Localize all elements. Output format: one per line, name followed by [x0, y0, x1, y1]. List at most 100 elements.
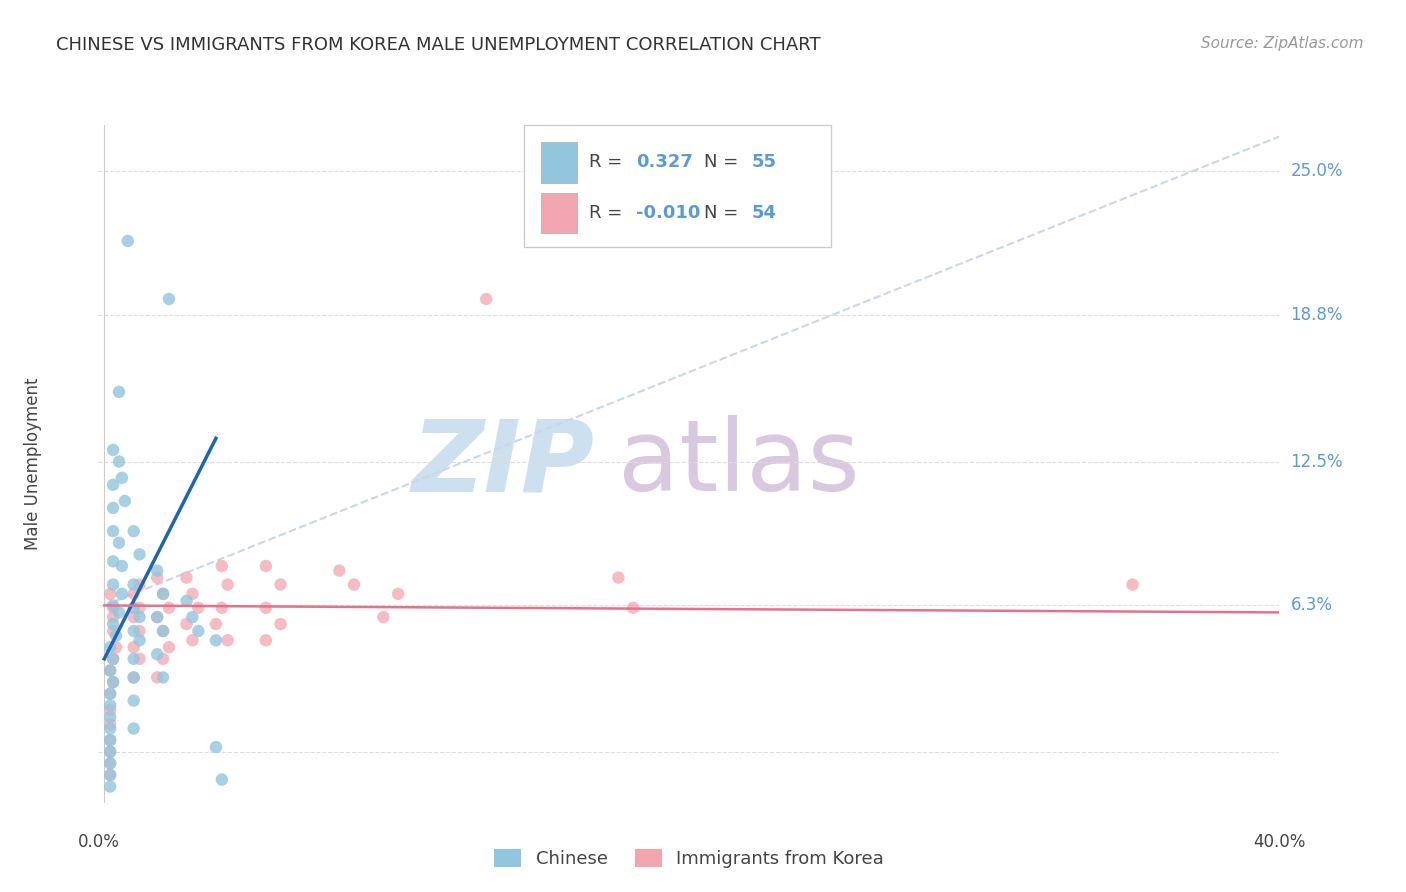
- Point: [205, 617, 228, 632]
- Point: [101, 675, 124, 690]
- Point: [152, 587, 174, 601]
- Point: [98, 756, 121, 771]
- Point: [128, 577, 150, 591]
- Point: [108, 535, 131, 549]
- Point: [607, 571, 630, 585]
- Point: [111, 559, 134, 574]
- FancyBboxPatch shape: [523, 125, 831, 247]
- Point: [128, 624, 150, 638]
- Point: [128, 548, 150, 562]
- Point: [111, 587, 134, 601]
- Point: [108, 454, 131, 468]
- Point: [101, 477, 124, 491]
- Point: [128, 610, 150, 624]
- Text: CHINESE VS IMMIGRANTS FROM KOREA MALE UNEMPLOYMENT CORRELATION CHART: CHINESE VS IMMIGRANTS FROM KOREA MALE UN…: [56, 36, 821, 54]
- Point: [122, 693, 145, 707]
- Text: ZIP: ZIP: [412, 416, 595, 512]
- Text: 18.8%: 18.8%: [1291, 306, 1343, 325]
- Point: [146, 610, 169, 624]
- Point: [98, 745, 121, 759]
- Point: [98, 756, 121, 771]
- Point: [254, 600, 277, 615]
- Text: 54: 54: [752, 204, 776, 222]
- Point: [211, 600, 233, 615]
- Point: [101, 600, 124, 615]
- Text: N =: N =: [704, 204, 744, 222]
- Point: [157, 600, 180, 615]
- Point: [117, 234, 139, 248]
- Point: [98, 698, 121, 713]
- Point: [98, 768, 121, 782]
- Point: [122, 640, 145, 655]
- Point: [122, 587, 145, 601]
- Point: [205, 633, 228, 648]
- Point: [122, 610, 145, 624]
- Text: -0.010: -0.010: [636, 204, 700, 222]
- Point: [1122, 577, 1144, 591]
- Point: [122, 600, 145, 615]
- Point: [205, 740, 228, 755]
- Point: [101, 554, 124, 568]
- Text: Source: ZipAtlas.com: Source: ZipAtlas.com: [1201, 36, 1364, 51]
- Point: [122, 652, 145, 666]
- Point: [254, 633, 277, 648]
- Point: [98, 722, 121, 736]
- Text: 12.5%: 12.5%: [1291, 452, 1343, 470]
- Point: [217, 633, 239, 648]
- Point: [101, 524, 124, 538]
- Point: [328, 564, 350, 578]
- Text: atlas: atlas: [619, 416, 859, 512]
- Point: [146, 610, 169, 624]
- Point: [187, 624, 209, 638]
- Point: [105, 640, 128, 655]
- Point: [176, 571, 198, 585]
- Point: [101, 599, 124, 613]
- Point: [101, 500, 124, 515]
- Point: [98, 664, 121, 678]
- Point: [98, 768, 121, 782]
- Point: [621, 600, 644, 615]
- Point: [270, 577, 292, 591]
- Text: 0.327: 0.327: [636, 153, 693, 171]
- Point: [98, 664, 121, 678]
- Point: [98, 733, 121, 747]
- Point: [373, 610, 395, 624]
- Point: [101, 652, 124, 666]
- Text: R =: R =: [589, 153, 627, 171]
- Text: 40.0%: 40.0%: [1253, 833, 1306, 851]
- Point: [343, 577, 366, 591]
- Bar: [541, 142, 576, 183]
- Legend: Chinese, Immigrants from Korea: Chinese, Immigrants from Korea: [486, 841, 891, 875]
- Point: [98, 587, 121, 601]
- Point: [152, 624, 174, 638]
- Point: [101, 442, 124, 457]
- Point: [108, 606, 131, 620]
- Point: [176, 594, 198, 608]
- Point: [152, 670, 174, 684]
- Point: [128, 652, 150, 666]
- Point: [387, 587, 409, 601]
- Point: [108, 384, 131, 399]
- Point: [146, 647, 169, 661]
- Point: [111, 471, 134, 485]
- Point: [187, 600, 209, 615]
- Text: 55: 55: [752, 153, 776, 171]
- Point: [181, 587, 204, 601]
- Point: [98, 703, 121, 717]
- Text: 0.0%: 0.0%: [77, 833, 120, 851]
- Point: [98, 780, 121, 794]
- Point: [101, 624, 124, 638]
- Point: [98, 745, 121, 759]
- Point: [101, 652, 124, 666]
- Point: [101, 610, 124, 624]
- Point: [122, 670, 145, 684]
- Point: [146, 571, 169, 585]
- Point: [157, 292, 180, 306]
- Point: [217, 577, 239, 591]
- Point: [157, 640, 180, 655]
- Point: [114, 494, 136, 508]
- Point: [105, 629, 128, 643]
- Point: [211, 559, 233, 574]
- Bar: [541, 193, 576, 234]
- Point: [101, 617, 124, 632]
